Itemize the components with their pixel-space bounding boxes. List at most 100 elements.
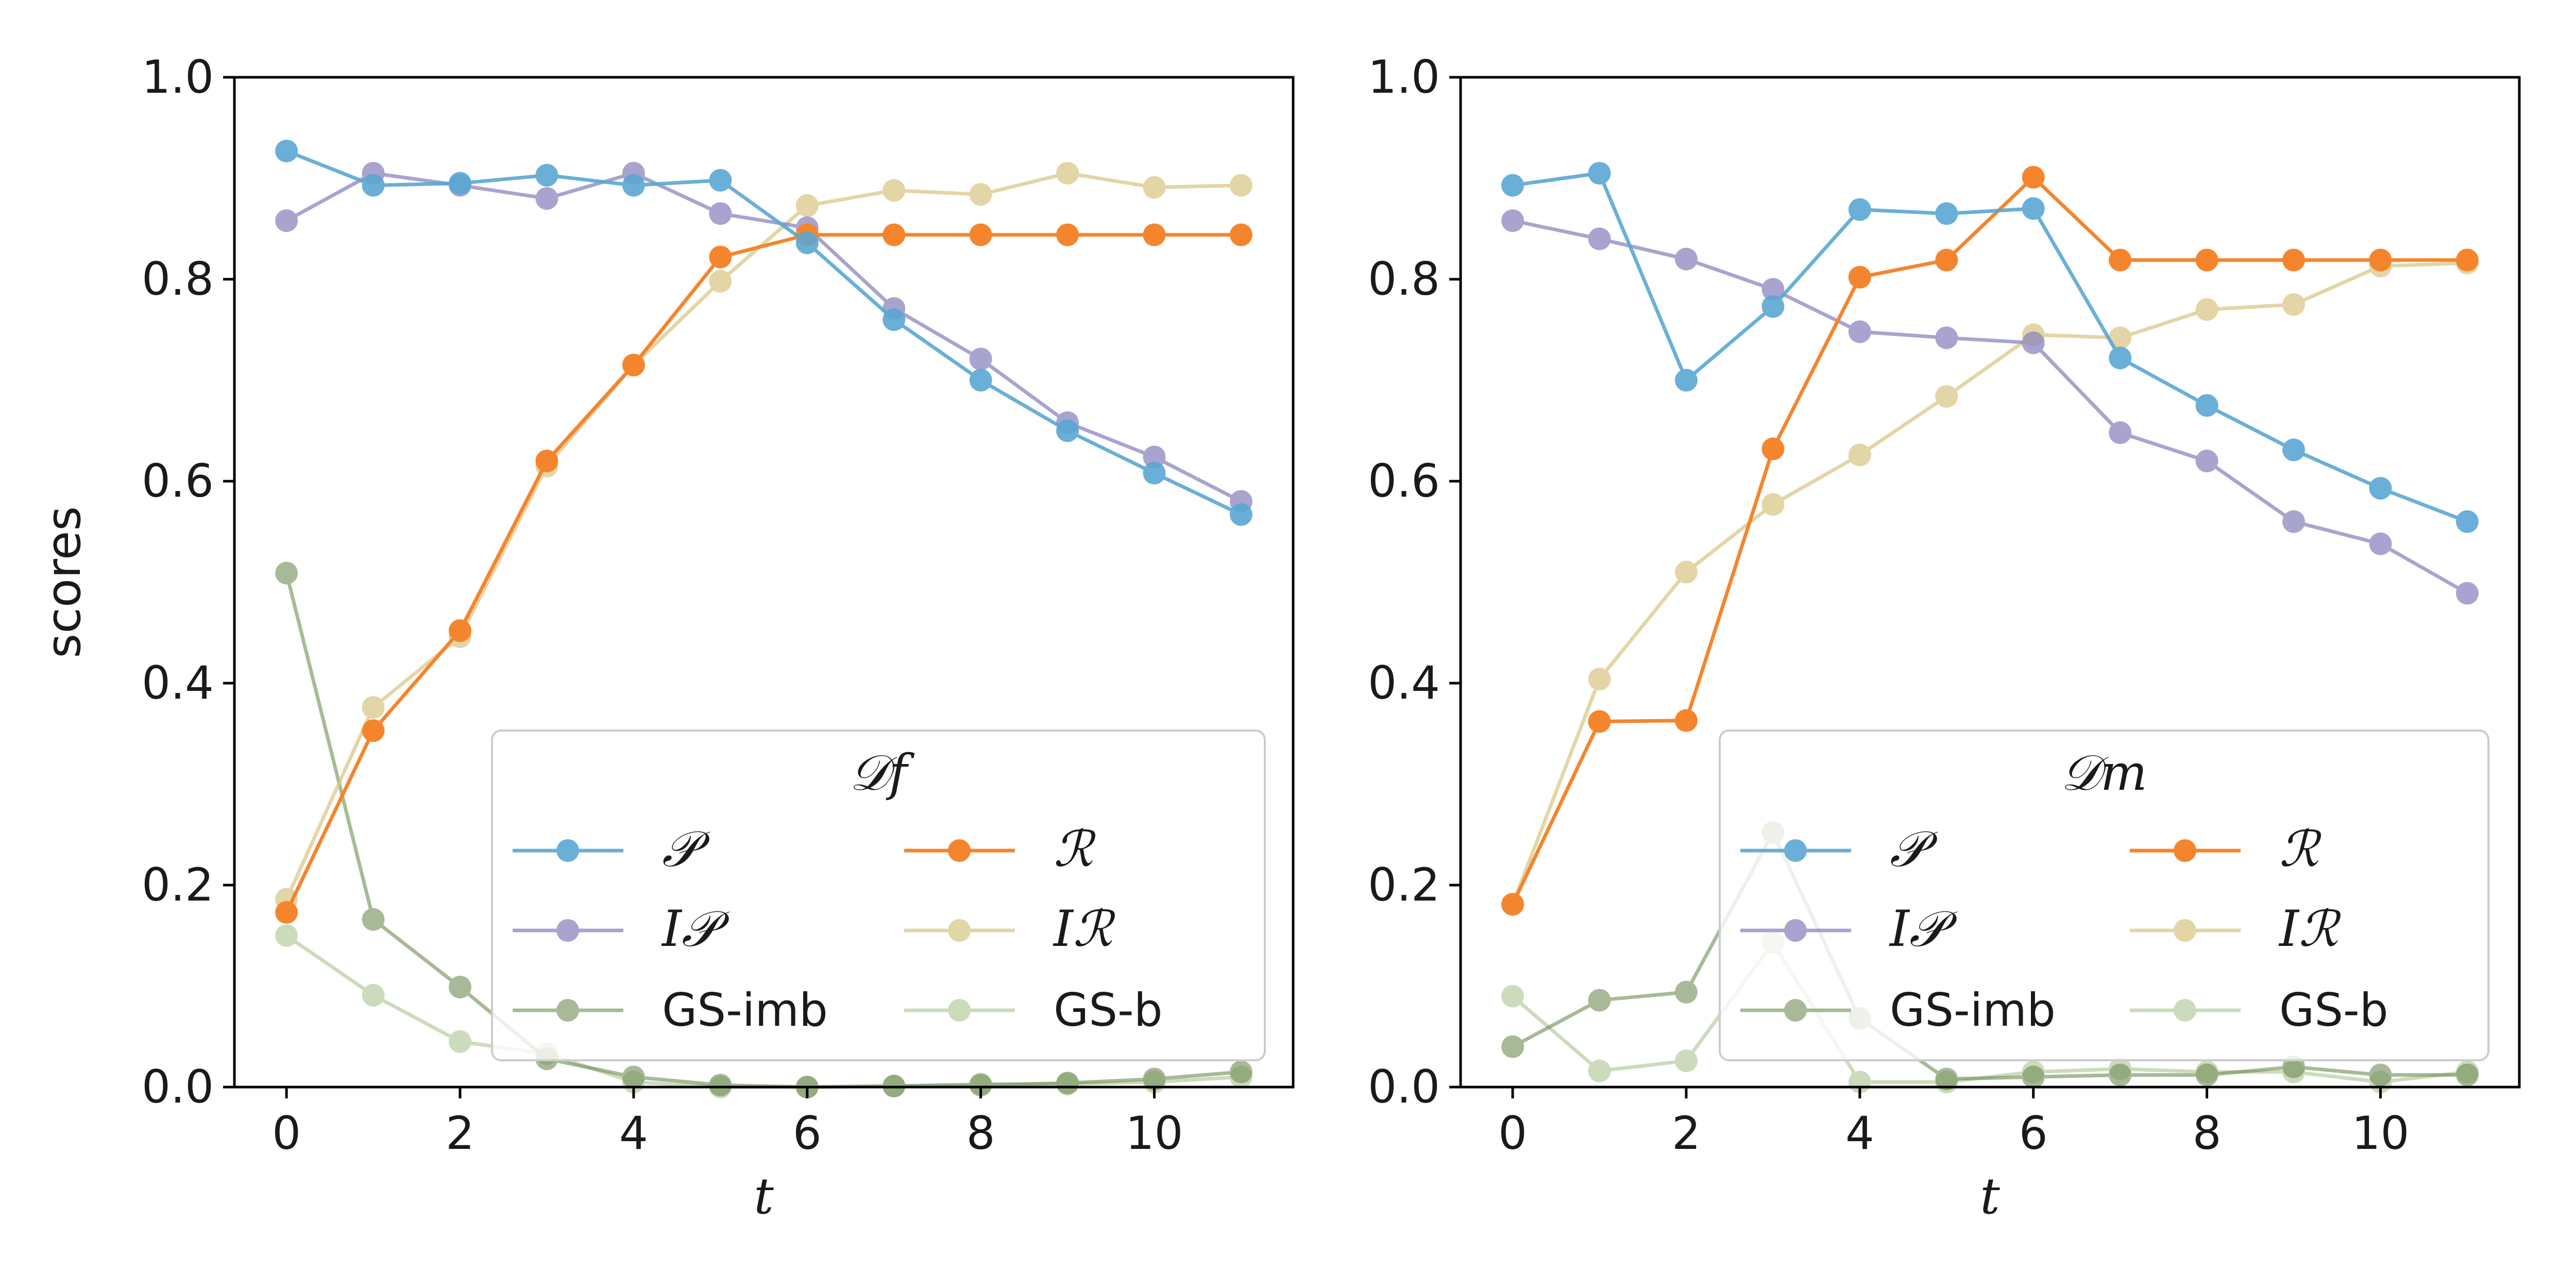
- legend-box: [491, 730, 1266, 1061]
- data-point: [1674, 369, 1698, 392]
- legend-marker: [948, 919, 971, 942]
- x-tick-label: 0: [272, 1107, 301, 1160]
- data-point: [448, 619, 471, 642]
- data-point: [883, 179, 906, 202]
- data-point: [1588, 1059, 1611, 1082]
- data-point: [1674, 1049, 1698, 1073]
- data-point: [362, 696, 385, 719]
- data-point: [2455, 510, 2479, 533]
- data-point: [2369, 1063, 2392, 1087]
- legend-marker: [1784, 839, 1807, 862]
- y-tick-label: 0.0: [1368, 1060, 1440, 1113]
- series-line-ip: [1512, 218, 2468, 595]
- legend-item-ir: [904, 919, 1015, 942]
- data-point: [969, 223, 992, 246]
- x-axis-label: t: [754, 1167, 774, 1225]
- series-line-p: [285, 149, 1242, 516]
- y-tick-label: 1.0: [142, 50, 214, 104]
- data-point: [275, 209, 298, 232]
- data-point: [1588, 989, 1611, 1012]
- data-point: [622, 1065, 645, 1089]
- data-point: [1143, 1067, 1166, 1091]
- data-point: [709, 245, 732, 268]
- data-point: [1056, 223, 1079, 246]
- data-point: [2369, 248, 2392, 272]
- data-point: [709, 168, 732, 192]
- data-point: [1143, 223, 1166, 246]
- series-r: [1501, 166, 2479, 916]
- x-axis-label: t: [1980, 1167, 2000, 1225]
- y-axis-label: scores: [36, 506, 91, 658]
- legend-label: ℛ: [1054, 820, 1096, 878]
- x-tick-label: 2: [446, 1107, 474, 1160]
- data-point: [1501, 209, 1524, 232]
- data-point: [1588, 668, 1611, 691]
- data-point: [535, 449, 558, 472]
- data-point: [1588, 710, 1611, 733]
- data-point: [2109, 1063, 2132, 1087]
- data-point: [1501, 174, 1524, 197]
- x-tick-label: 6: [793, 1107, 822, 1160]
- data-point: [448, 172, 471, 195]
- data-point: [2195, 248, 2218, 272]
- y-tick-label: 0.4: [1368, 656, 1440, 709]
- data-point: [1588, 227, 1611, 250]
- data-point: [795, 194, 819, 217]
- x-tick-label: 10: [1125, 1107, 1183, 1160]
- legend-label: ℛ: [2279, 820, 2322, 878]
- data-point: [2455, 1063, 2479, 1087]
- data-point: [1229, 1060, 1252, 1083]
- x-tick-label: 8: [967, 1107, 995, 1160]
- data-point: [1761, 437, 1785, 461]
- legend-item-gs-b: [904, 999, 1015, 1022]
- legend-marker: [2174, 999, 2196, 1022]
- legend-label: GS-b: [2279, 984, 2388, 1037]
- series-line-p: [1512, 171, 2468, 523]
- data-point: [275, 140, 298, 163]
- data-point: [362, 174, 385, 197]
- x-tick-label: 2: [1672, 1107, 1701, 1160]
- y-tick-label: 1.0: [1368, 50, 1440, 104]
- series-line-r: [1511, 175, 2467, 905]
- data-point: [275, 924, 298, 947]
- data-point: [2195, 1063, 2218, 1087]
- legend-marker: [2174, 919, 2196, 942]
- data-point: [275, 562, 298, 585]
- y-tick-label: 0.0: [142, 1060, 214, 1113]
- legend-item-ip: [1740, 919, 1851, 942]
- series-r: [275, 223, 1252, 924]
- data-point: [2369, 477, 2392, 500]
- data-point: [1674, 980, 1698, 1004]
- data-point: [969, 369, 992, 392]
- x-tick-label: 4: [1845, 1107, 1874, 1160]
- x-tick-label: 0: [1498, 1107, 1527, 1160]
- data-point: [2455, 582, 2479, 605]
- data-point: [883, 223, 906, 246]
- data-point: [2022, 166, 2045, 189]
- series-ip: [1501, 209, 2479, 605]
- data-point: [2022, 197, 2045, 220]
- data-point: [1143, 445, 1166, 468]
- legend-title: 𝒟m: [2061, 744, 2147, 802]
- data-point: [1229, 503, 1252, 526]
- chart-panel-df: 0 2 4 6 8 100.00.20.40.60.81.0tscores𝒟f𝒫I𝒫GS-…: [36, 50, 1295, 1225]
- data-point: [1674, 561, 1698, 584]
- data-point: [1848, 444, 1871, 467]
- data-point: [2195, 298, 2218, 321]
- series-line-gs-imb: [1512, 831, 2467, 1081]
- x-tick-label: 6: [2019, 1107, 2048, 1160]
- legend-marker: [556, 839, 579, 862]
- data-point: [969, 183, 992, 206]
- data-point: [2282, 293, 2306, 316]
- data-point: [709, 1074, 732, 1097]
- data-point: [622, 174, 645, 197]
- data-point: [1588, 162, 1611, 185]
- legend-item-ir: [2130, 919, 2241, 942]
- y-tick-label: 0.4: [142, 656, 214, 709]
- legend-item-gs-b: [2130, 999, 2241, 1022]
- axes-frame: [233, 76, 1295, 1089]
- data-point: [1501, 1035, 1524, 1058]
- data-point: [2109, 248, 2132, 272]
- data-point: [1674, 709, 1698, 732]
- data-point: [2022, 1065, 2045, 1089]
